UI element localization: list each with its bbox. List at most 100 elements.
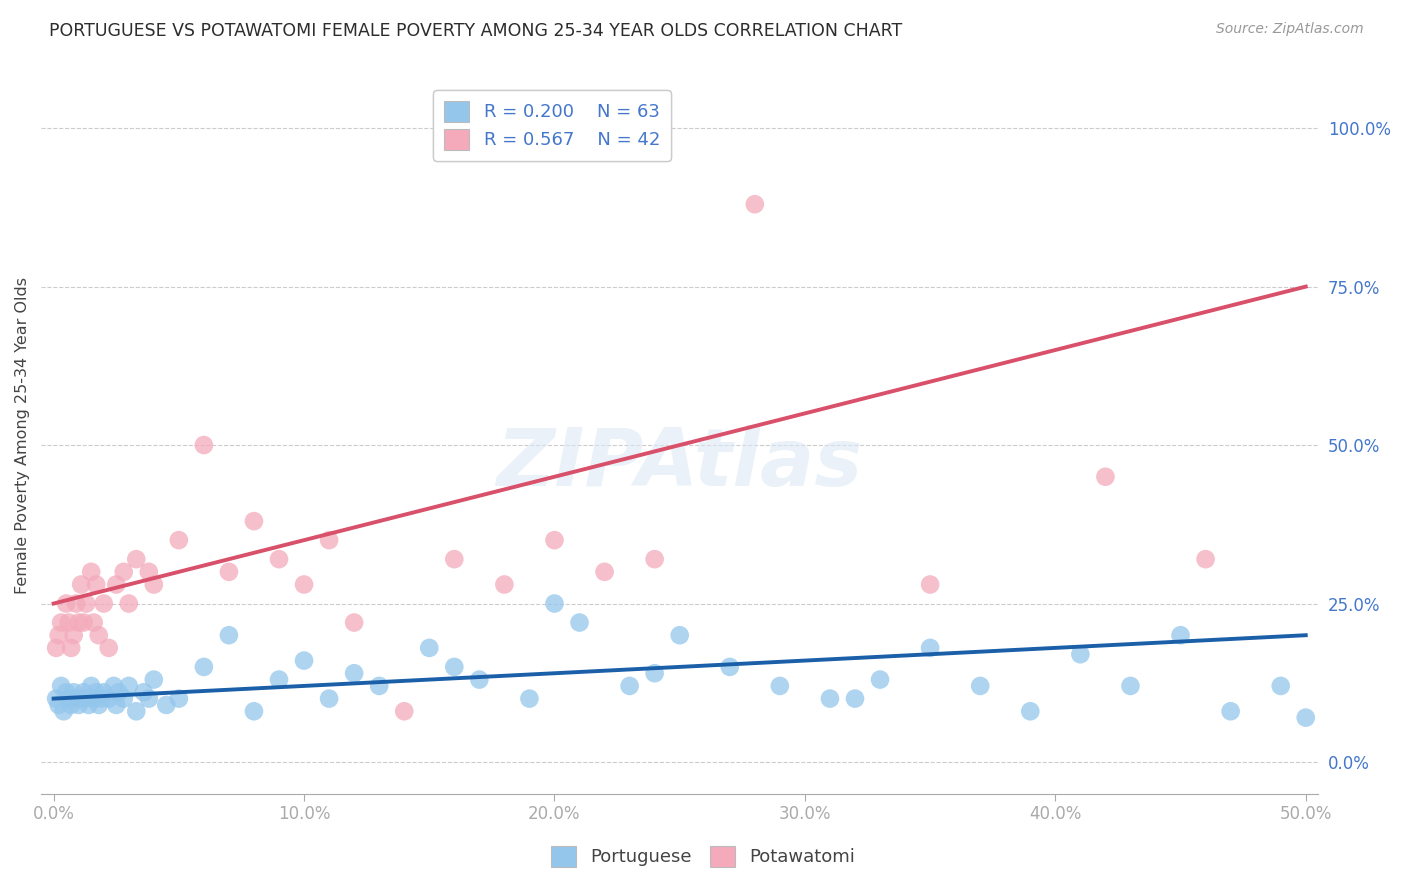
Point [343,666,366,681]
Point [668,628,690,642]
Point [193,660,215,674]
Point [65,691,87,706]
Point [45,691,67,706]
Point [418,640,440,655]
Point [48,698,70,712]
Point [443,660,465,674]
Point [67,698,90,712]
Point [118,597,141,611]
Point [920,640,942,655]
Point [193,438,215,452]
Point [718,660,741,674]
Point [83,691,105,706]
Point [343,615,366,630]
Point [49,615,72,630]
Point [619,679,641,693]
Point [844,691,866,706]
Point [243,514,266,528]
Point [443,552,465,566]
Point [1170,628,1192,642]
Point [60,698,83,712]
Point [644,666,666,681]
Text: PORTUGUESE VS POTAWATOMI FEMALE POVERTY AMONG 25-34 YEAR OLDS CORRELATION CHART: PORTUGUESE VS POTAWATOMI FEMALE POVERTY … [49,22,903,40]
Point [118,679,141,693]
Point [80,565,103,579]
Point [60,640,83,655]
Point [468,673,491,687]
Legend: R = 0.200    N = 63, R = 0.567    N = 42: R = 0.200 N = 63, R = 0.567 N = 42 [433,90,671,161]
Text: Source: ZipAtlas.com: Source: ZipAtlas.com [1216,22,1364,37]
Point [112,565,135,579]
Point [70,691,93,706]
Point [97,640,120,655]
Point [97,691,120,706]
Point [138,565,160,579]
Point [568,615,591,630]
Point [218,628,240,642]
Point [593,565,616,579]
Point [75,691,97,706]
Point [142,577,165,591]
Point [218,565,240,579]
Point [920,577,942,591]
Point [73,685,96,699]
Point [105,698,128,712]
Point [1019,704,1042,718]
Point [62,628,84,642]
Point [167,691,190,706]
Point [1270,679,1292,693]
Y-axis label: Female Poverty Among 25-34 Year Olds: Female Poverty Among 25-34 Year Olds [15,277,30,594]
Point [519,691,541,706]
Point [58,615,80,630]
Point [394,704,416,718]
Point [818,691,841,706]
Legend: Portuguese, Potawatomi: Portuguese, Potawatomi [543,838,863,874]
Point [80,679,103,693]
Point [83,615,105,630]
Point [318,533,340,548]
Point [65,597,87,611]
Point [543,597,565,611]
Point [55,685,77,699]
Point [243,704,266,718]
Point [90,691,112,706]
Point [494,577,516,591]
Point [105,577,128,591]
Point [869,673,891,687]
Point [969,679,991,693]
Point [318,691,340,706]
Point [55,597,77,611]
Point [52,704,75,718]
Point [1069,647,1091,661]
Point [292,577,315,591]
Point [62,685,84,699]
Point [84,577,107,591]
Text: ZIPAtlas: ZIPAtlas [496,425,863,503]
Point [267,552,290,566]
Point [142,673,165,687]
Point [125,704,148,718]
Point [1194,552,1216,566]
Point [155,698,177,712]
Point [45,640,67,655]
Point [67,615,90,630]
Point [644,552,666,566]
Point [167,533,190,548]
Point [1219,704,1241,718]
Point [93,597,115,611]
Point [75,597,97,611]
Point [84,685,107,699]
Point [769,679,792,693]
Point [48,628,70,642]
Point [58,691,80,706]
Point [125,552,148,566]
Point [87,628,110,642]
Point [1094,469,1116,483]
Point [93,685,115,699]
Point [73,615,96,630]
Point [1295,711,1317,725]
Point [49,679,72,693]
Point [112,691,135,706]
Point [1119,679,1142,693]
Point [292,654,315,668]
